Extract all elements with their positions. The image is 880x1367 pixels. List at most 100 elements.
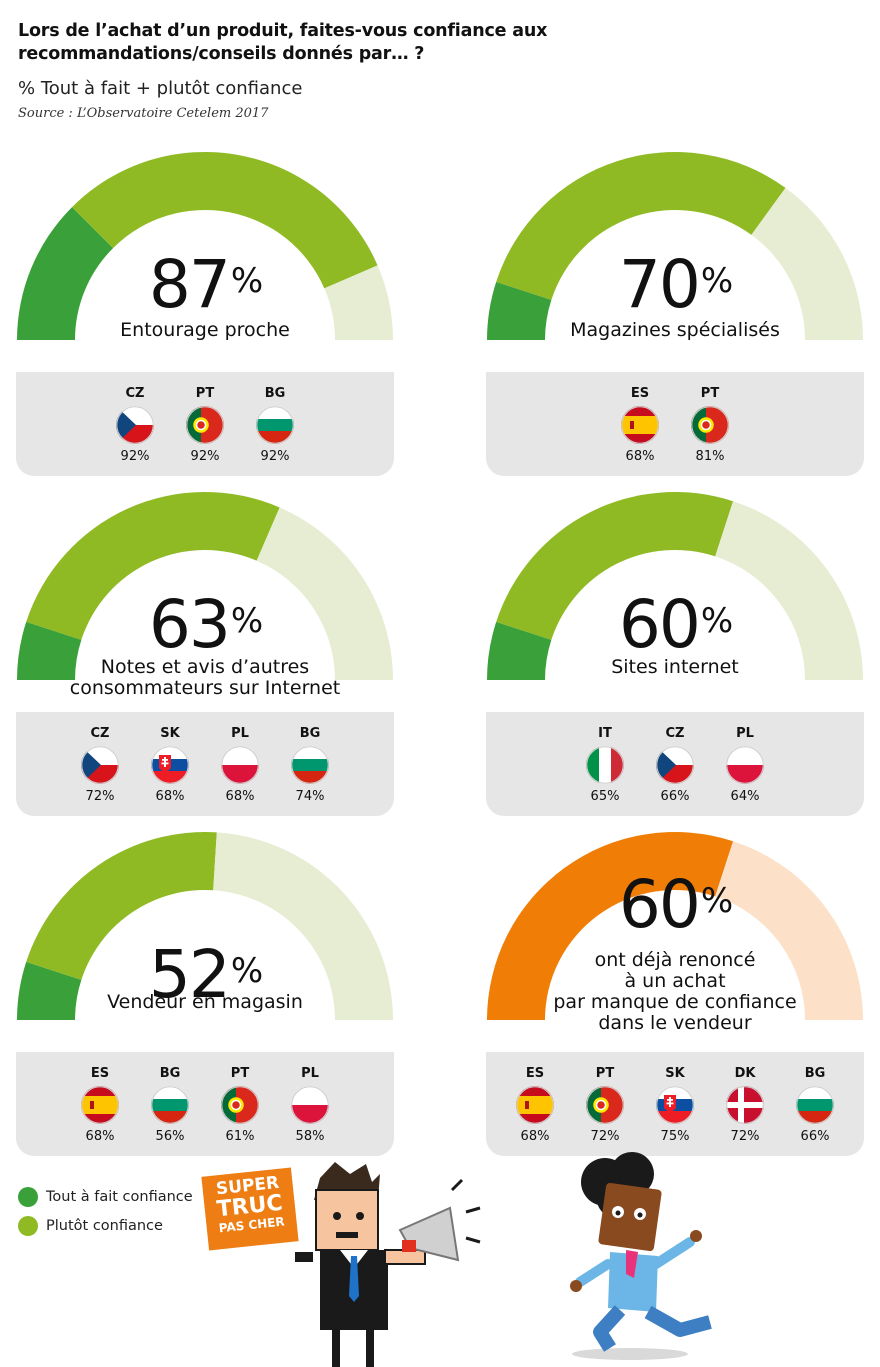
gauge-value: 87% [16,252,394,318]
country-code: CZ [90,726,110,741]
chart-subtitle: % Tout à fait + plutôt confiance [18,78,303,99]
country-card: IT 65% CZ 66% PL 64% [486,712,864,816]
country-value: 56% [155,1129,185,1144]
country-list: CZ 72% SK 68% PL 68% BG 74% [16,726,394,804]
country-code: PT [595,1066,615,1081]
gauge-label: ont déjà renoncé à un achat par manque de … [553,949,797,1034]
country-value: 72% [590,1129,620,1144]
cz-flag-icon [81,746,119,784]
country-code: BG [804,1066,826,1081]
country-item: PT 61% [220,1066,260,1144]
es-flag-icon [621,406,659,444]
bg-flag-icon [151,1086,189,1124]
country-list: ES 68% PT 72% SK 75% DK 72% BG 66% [486,1066,864,1144]
country-value: 68% [520,1129,550,1144]
country-value: 72% [730,1129,760,1144]
it-flag-icon [586,746,624,784]
country-value: 64% [730,789,760,804]
pt-flag-icon [691,406,729,444]
country-code: SK [665,1066,685,1081]
legend-label: Plutôt confiance [46,1217,163,1234]
gauge-value-unit: % [230,601,263,641]
country-code: PT [230,1066,250,1081]
gauge-value-unit: % [230,261,263,301]
gauge-label: Magazines spécialisés [570,319,780,341]
country-value: 68% [625,449,655,464]
country-code: PL [736,726,754,741]
gauge-arc [17,832,393,1020]
gauge-panel: 63% Notes et avis d’autres consommateurs s… [16,491,394,837]
bg-flag-icon [256,406,294,444]
gauge-segment-plutot [26,491,280,640]
country-code: CZ [665,726,685,741]
country-card: ES 68% BG 56% PT 61% PL 58% [16,1052,394,1156]
country-code: PL [301,1066,319,1081]
gauge-segment-remaining [715,501,863,680]
gauge-value: 60% [486,872,864,938]
country-code: ES [525,1066,545,1081]
legend-item-plutot: Plutôt confiance [18,1211,193,1240]
dk-flag-icon [726,1086,764,1124]
gauge-value-number: 60 [618,586,701,663]
gauge-segment-tout-a-fait [17,621,82,680]
gauge-label: Sites internet [611,656,739,678]
gauge-label: Notes et avis d’autres consommateurs sur … [69,656,341,699]
gauge-value-unit: % [700,601,733,641]
country-card: CZ 92% PT 92% BG 92% [16,372,394,476]
gauge-value-unit: % [230,951,263,991]
country-code: PT [195,386,215,401]
country-item: IT 65% [585,726,625,804]
country-item: DK 72% [725,1066,765,1144]
legend-swatch-light-green [18,1215,38,1236]
gauge-label: Entourage proche [120,319,290,341]
sk-flag-icon [656,1086,694,1124]
country-code: SK [160,726,180,741]
country-list: ES 68% BG 56% PT 61% PL 58% [16,1066,394,1144]
bg-flag-icon [796,1086,834,1124]
gauge-segment-plutot [26,832,217,980]
gauge-segment-plutot [72,152,378,289]
gauge-segment-tout-a-fait [17,207,114,340]
country-item: PL 64% [725,726,765,804]
country-code: CZ [125,386,145,401]
gauge-panel: 70% Magazines spécialisés ES 68% PT 81% [486,152,864,497]
country-value: 66% [800,1129,830,1144]
country-value: 92% [260,449,290,464]
country-item: PT 92% [185,386,225,464]
country-value: 68% [155,789,185,804]
country-value: 58% [295,1129,325,1144]
country-item: BG 66% [795,1066,835,1144]
country-code: ES [630,386,650,401]
gauge-panel: 52% Vendeur en magasin ES 68% BG 56% PT 61% PL 58… [16,832,394,1177]
gauge-value-number: 87 [148,246,231,323]
country-item: ES 68% [515,1066,555,1144]
pl-flag-icon [291,1086,329,1124]
country-code: BG [159,1066,181,1081]
country-value: 74% [295,789,325,804]
gauge-segment-plutot [496,492,734,640]
chart-source: Source : L’Observatoire Cetelem 2017 [18,106,269,121]
country-item: CZ 72% [80,726,120,804]
country-item: BG 92% [255,386,295,464]
gauge-value: 52% [16,942,394,1008]
country-value: 92% [190,449,220,464]
legend-label: Tout à fait confiance [46,1188,193,1205]
country-value: 61% [225,1129,255,1144]
pt-flag-icon [186,406,224,444]
country-value: 65% [590,789,620,804]
gauge-segment-plutot [496,152,786,300]
country-item: PT 72% [585,1066,625,1144]
gauge-label: Vendeur en magasin [107,991,303,1013]
gauge-value-number: 70 [618,246,701,323]
gauge-value: 63% [16,592,394,658]
pt-flag-icon [221,1086,259,1124]
country-code: PT [700,386,720,401]
gauge-value-unit: % [700,261,733,301]
gauge-segment-remaining [751,187,863,340]
country-item: BG 74% [290,726,330,804]
gauge-arc [487,492,863,680]
gauge-segment-tout-a-fait [487,281,552,340]
country-item: CZ 66% [655,726,695,804]
country-value: 72% [85,789,115,804]
country-card: ES 68% PT 81% [486,372,864,476]
